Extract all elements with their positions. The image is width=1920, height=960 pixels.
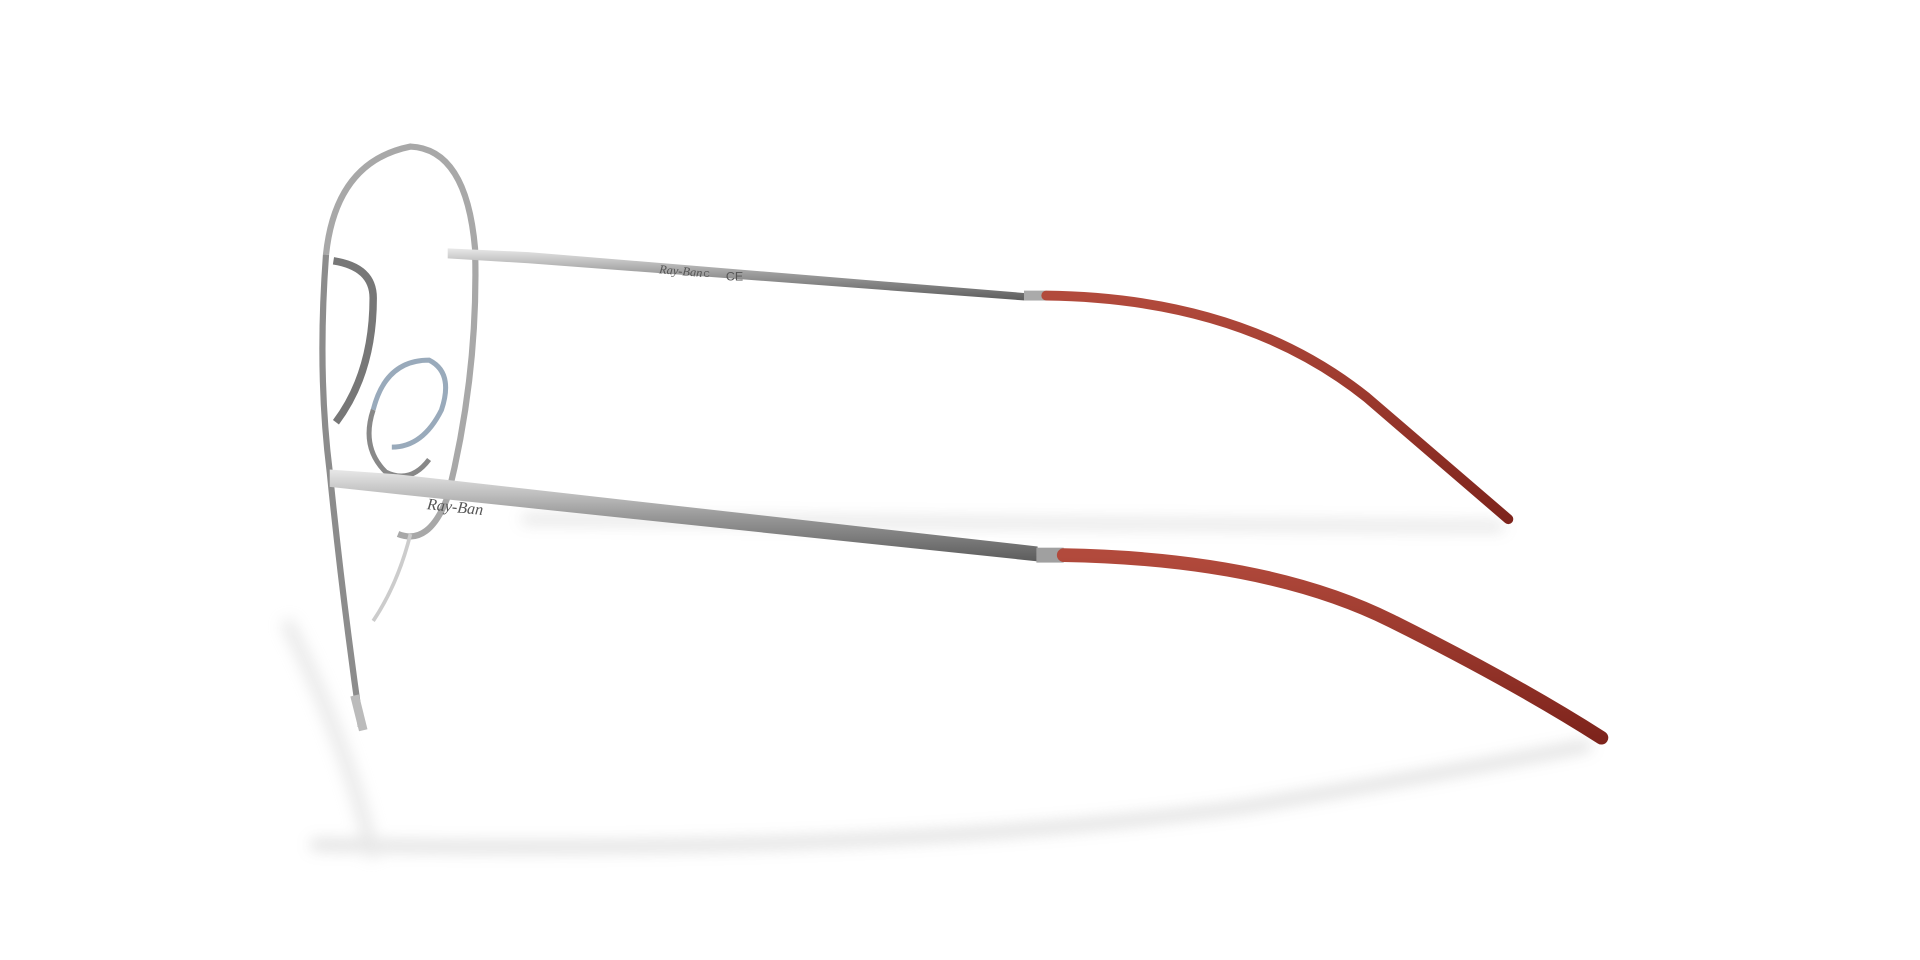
temple-mark: C <box>704 269 710 279</box>
temple-logo: Ray-Ban <box>425 496 484 519</box>
temple-mark: CE <box>726 270 743 284</box>
lower-temple: Ray-Ban <box>329 469 1609 745</box>
temple-logo: Ray-Ban <box>658 262 703 280</box>
upper-temple: Ray-Ban C CE <box>447 248 1514 525</box>
